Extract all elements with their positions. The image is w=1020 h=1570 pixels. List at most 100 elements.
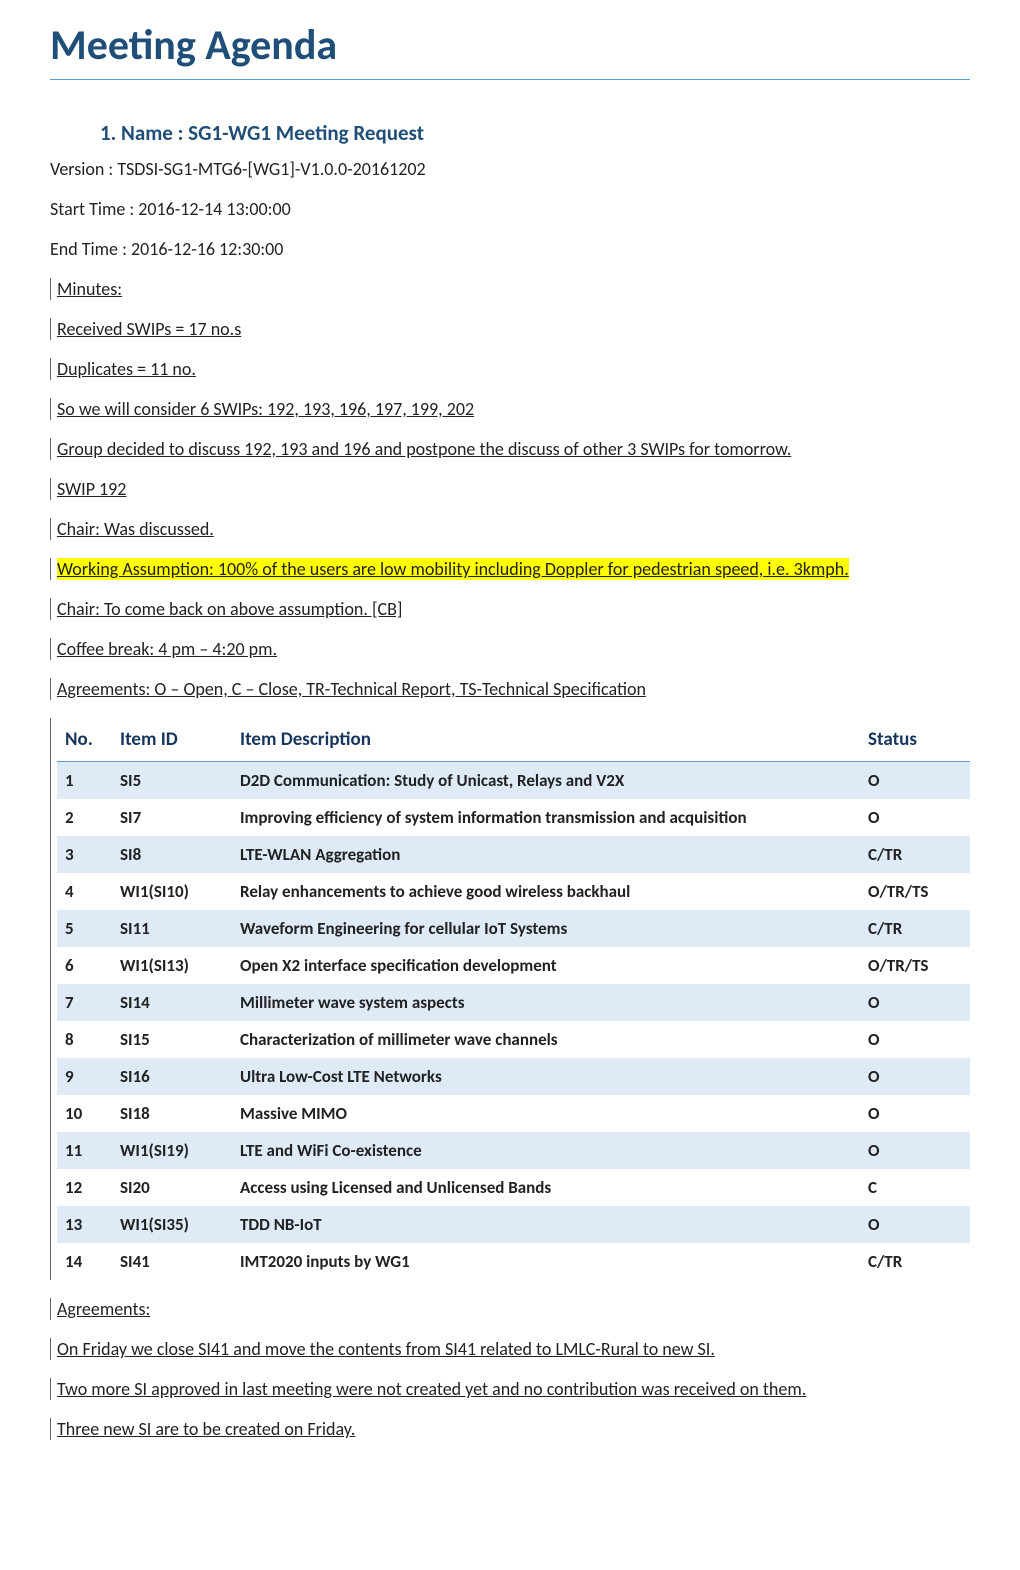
table-cell: IMT2020 inputs by WG1 [232, 1243, 860, 1280]
table-cell: TDD NB-IoT [232, 1206, 860, 1243]
minute-text: Chair: Was discussed. [57, 518, 214, 540]
minutes-pre-block: Minutes: Received SWIPs = 17 no.s Duplicat… [50, 278, 970, 700]
table-cell: 14 [57, 1243, 112, 1280]
table-cell: WI1(SI13) [112, 947, 232, 984]
table-cell: 3 [57, 836, 112, 873]
table-cell: 13 [57, 1206, 112, 1243]
minute-line: Working Assumption: 100% of the users ar… [50, 558, 970, 580]
minute-text: On Friday we close SI41 and move the con… [57, 1338, 715, 1360]
minute-text: SWIP 192 [57, 478, 126, 500]
table-cell: 2 [57, 799, 112, 836]
agenda-tbody: 1SI5D2D Communication: Study of Unicast,… [57, 762, 970, 1281]
minute-text: Three new SI are to be created on Friday… [57, 1418, 355, 1440]
table-cell: C/TR [860, 910, 970, 947]
minute-line: Chair: To come back on above assumption.… [50, 598, 970, 620]
col-header-status: Status [860, 718, 970, 762]
table-cell: 8 [57, 1021, 112, 1058]
minutes-post-block: Agreements: On Friday we close SI41 and m… [50, 1298, 970, 1440]
table-cell: Relay enhancements to achieve good wirel… [232, 873, 860, 910]
minute-line: Received SWIPs = 17 no.s [50, 318, 970, 340]
table-cell: 12 [57, 1169, 112, 1206]
table-cell: 6 [57, 947, 112, 984]
minute-line: Three new SI are to be created on Friday… [50, 1418, 970, 1440]
table-cell: SI5 [112, 762, 232, 800]
table-row: 11WI1(SI19)LTE and WiFi Co-existenceO [57, 1132, 970, 1169]
table-cell: O [860, 799, 970, 836]
table-cell: WI1(SI35) [112, 1206, 232, 1243]
table-cell: 10 [57, 1095, 112, 1132]
minute-text: Working Assumption: 100% of the users ar… [57, 558, 849, 580]
start-time-line: Start Time : 2016-12-14 13:00:00 [50, 198, 970, 220]
table-cell: Access using Licensed and Unlicensed Ban… [232, 1169, 860, 1206]
table-cell: 5 [57, 910, 112, 947]
table-cell: O [860, 762, 970, 800]
page-title: Meeting Agenda [50, 20, 970, 80]
table-row: 10SI18Massive MIMOO [57, 1095, 970, 1132]
table-cell: O [860, 984, 970, 1021]
minute-text: Coffee break: 4 pm – 4:20 pm. [57, 638, 277, 660]
minute-line: Agreements: [50, 1298, 970, 1320]
minute-text: Two more SI approved in last meeting wer… [57, 1378, 806, 1400]
table-cell: O [860, 1058, 970, 1095]
minute-line: Agreements: O – Open, C – Close, TR-Tech… [50, 678, 970, 700]
table-cell: SI20 [112, 1169, 232, 1206]
agenda-table: No. Item ID Item Description Status 1SI5… [57, 718, 970, 1280]
table-cell: C/TR [860, 836, 970, 873]
table-row: 8SI15Characterization of millimeter wave… [57, 1021, 970, 1058]
col-header-no: No. [57, 718, 112, 762]
minute-text: Group decided to discuss 192, 193 and 19… [57, 438, 791, 460]
table-row: 9SI16Ultra Low-Cost LTE NetworksO [57, 1058, 970, 1095]
minute-text: Duplicates = 11 no. [57, 358, 196, 380]
table-cell: SI11 [112, 910, 232, 947]
table-cell: SI14 [112, 984, 232, 1021]
table-cell: Millimeter wave system aspects [232, 984, 860, 1021]
table-cell: LTE and WiFi Co-existence [232, 1132, 860, 1169]
agenda-table-wrap: No. Item ID Item Description Status 1SI5… [50, 718, 970, 1280]
table-header-row: No. Item ID Item Description Status [57, 718, 970, 762]
minute-text: Received SWIPs = 17 no.s [57, 318, 241, 340]
minute-line: Coffee break: 4 pm – 4:20 pm. [50, 638, 970, 660]
table-cell: WI1(SI19) [112, 1132, 232, 1169]
table-cell: SI18 [112, 1095, 232, 1132]
table-row: 2SI7Improving efficiency of system infor… [57, 799, 970, 836]
table-cell: Massive MIMO [232, 1095, 860, 1132]
table-row: 4WI1(SI10)Relay enhancements to achieve … [57, 873, 970, 910]
table-row: 3SI8LTE-WLAN AggregationC/TR [57, 836, 970, 873]
table-row: 13WI1(SI35)TDD NB-IoTO [57, 1206, 970, 1243]
minute-line: Two more SI approved in last meeting wer… [50, 1378, 970, 1400]
table-cell: O [860, 1132, 970, 1169]
table-cell: SI41 [112, 1243, 232, 1280]
table-cell: 4 [57, 873, 112, 910]
section-heading: 1. Name : SG1-WG1 Meeting Request [100, 120, 970, 146]
table-cell: C/TR [860, 1243, 970, 1280]
table-cell: O [860, 1021, 970, 1058]
table-cell: LTE-WLAN Aggregation [232, 836, 860, 873]
table-cell: SI8 [112, 836, 232, 873]
table-cell: Open X2 interface specification developm… [232, 947, 860, 984]
end-time-line: End Time : 2016-12-16 12:30:00 [50, 238, 970, 260]
table-row: 14SI41IMT2020 inputs by WG1C/TR [57, 1243, 970, 1280]
minute-text: So we will consider 6 SWIPs: 192, 193, 1… [57, 398, 474, 420]
table-cell: C [860, 1169, 970, 1206]
minute-text: Agreements: O – Open, C – Close, TR-Tech… [57, 678, 646, 700]
table-cell: SI15 [112, 1021, 232, 1058]
table-cell: Characterization of millimeter wave chan… [232, 1021, 860, 1058]
table-cell: Waveform Engineering for cellular IoT Sy… [232, 910, 860, 947]
col-header-id: Item ID [112, 718, 232, 762]
minute-line: Chair: Was discussed. [50, 518, 970, 540]
table-cell: Improving efficiency of system informati… [232, 799, 860, 836]
table-cell: SI7 [112, 799, 232, 836]
minute-line: SWIP 192 [50, 478, 970, 500]
table-cell: 11 [57, 1132, 112, 1169]
table-row: 7SI14Millimeter wave system aspectsO [57, 984, 970, 1021]
table-cell: O/TR/TS [860, 947, 970, 984]
version-line: Version : TSDSI-SG1-MTG6-[WG1]-V1.0.0-20… [50, 158, 970, 180]
minute-text: Minutes: [57, 278, 122, 300]
table-cell: D2D Communication: Study of Unicast, Rel… [232, 762, 860, 800]
table-cell: Ultra Low-Cost LTE Networks [232, 1058, 860, 1095]
minute-line: On Friday we close SI41 and move the con… [50, 1338, 970, 1360]
minute-line: So we will consider 6 SWIPs: 192, 193, 1… [50, 398, 970, 420]
table-cell: O/TR/TS [860, 873, 970, 910]
minute-text: Agreements: [57, 1298, 150, 1320]
minute-line: Minutes: [50, 278, 970, 300]
